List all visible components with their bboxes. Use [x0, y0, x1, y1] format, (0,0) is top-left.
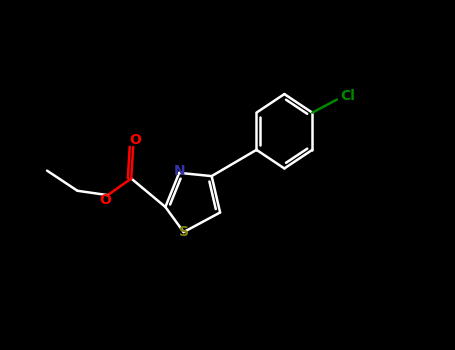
Text: S: S	[179, 225, 189, 239]
Text: O: O	[129, 133, 141, 147]
Text: N: N	[173, 164, 185, 178]
Text: O: O	[99, 194, 111, 208]
Text: Cl: Cl	[340, 89, 355, 103]
